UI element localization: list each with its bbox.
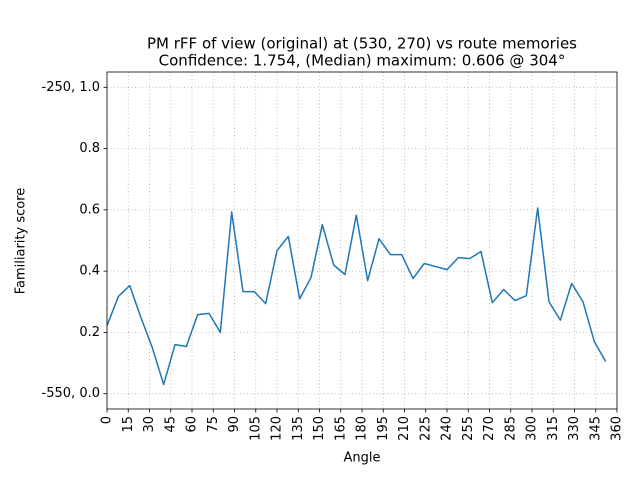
y-tick-label: 0.6	[79, 202, 100, 217]
x-tick-label: 150	[312, 416, 327, 441]
y-tick-label: 0.8	[79, 141, 100, 156]
x-tick-label: 15	[121, 416, 136, 433]
x-tick-label: 165	[333, 416, 348, 441]
x-tick-label: 300	[525, 416, 540, 441]
plot-frame	[106, 71, 618, 410]
x-tick-label: 120	[270, 416, 285, 441]
x-tick-label: 45	[163, 416, 178, 433]
x-tick-label: 285	[503, 416, 518, 441]
chart-subtitle: Confidence: 1.754, (Median) maximum: 0.6…	[159, 52, 566, 70]
x-tick-label: 210	[397, 416, 412, 441]
y-tick-label: 0.2	[79, 325, 100, 340]
x-tick-label: 330	[567, 416, 582, 441]
y-tick-label: -550, 0.0	[42, 386, 100, 401]
x-tick-label: 315	[546, 416, 561, 441]
x-tick-label: 30	[142, 416, 157, 433]
y-tick-label: -250, 1.0	[42, 80, 100, 95]
y-tick-label: 0.4	[79, 264, 100, 279]
x-tick-label: 135	[291, 416, 306, 441]
x-tick-label: 180	[355, 416, 370, 441]
y-axis-label: Familiarity score	[14, 188, 29, 295]
x-axis-label: Angle	[344, 451, 381, 466]
x-tick-label: 225	[418, 416, 433, 441]
chart-title: PM rFF of view (original) at (530, 270) …	[147, 35, 577, 53]
x-tick-label: 240	[440, 416, 455, 441]
x-tick-label: 75	[206, 416, 221, 433]
x-tick-label: 60	[185, 416, 200, 433]
x-tick-label: 255	[461, 416, 476, 441]
x-tick-label: 270	[482, 416, 497, 441]
x-tick-label: 105	[248, 416, 263, 441]
x-tick-label: 90	[227, 416, 242, 433]
x-tick-label: 345	[588, 416, 603, 441]
x-tick-label: 0	[100, 416, 115, 424]
data-line	[106, 207, 607, 386]
x-tick-label: 195	[376, 416, 391, 441]
x-tick-label: 360	[610, 416, 625, 441]
